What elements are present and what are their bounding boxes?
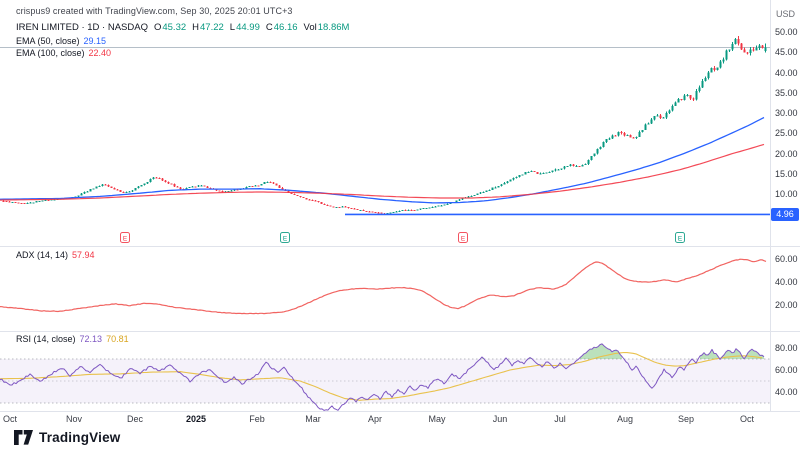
time-axis-label: 2025 [185, 414, 207, 424]
adx-legend: ADX (14, 14) 57.94 [16, 250, 95, 260]
symbol-title: IREN LIMITED · 1D · NASDAQ [16, 22, 148, 33]
ohlc-label: H [192, 22, 200, 33]
svg-text:E: E [678, 235, 683, 242]
ohlc-label: Vol [303, 22, 317, 33]
svg-text:E: E [461, 235, 466, 242]
tradingview-logo[interactable]: TradingView [14, 430, 120, 445]
ohlc-value: 18.86M [317, 22, 350, 33]
svg-text:E: E [123, 235, 128, 242]
chart-legend: crispus9 created with TradingView.com, S… [16, 6, 349, 58]
adx-value: 57.94 [72, 250, 95, 260]
ema100-value: 22.40 [88, 48, 112, 58]
ema50-legend: EMA (50, close) 29.15 [16, 36, 349, 46]
ohlc-value: 46.16 [273, 22, 298, 33]
time-axis-label: May [428, 414, 446, 424]
ohlc-value: 44.99 [236, 22, 260, 33]
time-axis-label: Feb [249, 414, 265, 424]
time-axis-label: Dec [126, 414, 144, 424]
time-axis-label: Jul [554, 414, 566, 424]
adx-label: ADX (14, 14) [16, 250, 69, 260]
price-tick-label: 35.00 [775, 87, 798, 98]
time-axis-label: Mar [305, 414, 321, 424]
ohlc-value: 47.22 [200, 22, 224, 33]
rsi-ma-value: 70.81 [106, 334, 129, 344]
price-tick-label: 40.00 [775, 67, 798, 78]
adx-tick-label: 20.00 [775, 300, 798, 310]
ohlc-label: O [153, 22, 162, 33]
ema50-label: EMA (50, close) [16, 35, 80, 46]
ema50-value: 29.15 [83, 35, 107, 46]
price-line-badge: 4.96 [771, 207, 799, 221]
price-tick-label: 30.00 [775, 108, 798, 118]
ohlc-value: 45.32 [162, 22, 187, 33]
svg-text:E: E [283, 235, 288, 242]
adx-tick-label: 60.00 [775, 254, 798, 264]
price-tick-label: 25.00 [775, 128, 798, 139]
price-tick-label: 20.00 [775, 148, 798, 159]
rsi-value: 72.13 [79, 334, 103, 344]
ema100-label: EMA (100, close) [16, 48, 85, 58]
price-tick-label: 45.00 [775, 47, 798, 58]
time-axis-label: Apr [367, 414, 383, 424]
adx-tick-label: 40.00 [775, 277, 798, 287]
time-axis-label: Jun [492, 414, 508, 424]
rsi-legend: RSI (14, close) 72.13 70.81 [16, 334, 129, 344]
time-axis-label: Aug [616, 414, 634, 424]
tradingview-logo-text: TradingView [39, 430, 121, 445]
price-tick-label: 50.00 [775, 27, 798, 37]
price-tick-label: 15.00 [775, 168, 798, 179]
rsi-tick-label: 60.00 [775, 365, 798, 375]
rsi-tick-label: 40.00 [775, 387, 798, 397]
rsi-tick-label: 80.00 [775, 343, 798, 353]
rsi-label: RSI (14, close) [16, 334, 76, 344]
time-axis-label: Nov [65, 414, 83, 424]
ema100-legend: EMA (100, close) 22.40 [16, 48, 349, 58]
price-tick-label: 10.00 [775, 189, 798, 199]
ohlc-label: L [229, 22, 236, 33]
time-axis-label: Oct [739, 414, 755, 424]
time-axis-label: Sep [677, 414, 695, 424]
tradingview-logo-icon [14, 430, 33, 445]
ohlc-label: C [265, 22, 273, 33]
symbol-legend: IREN LIMITED · 1D · NASDAQ O45.32 H47.22 L4… [16, 22, 349, 33]
time-axis-label: Oct [2, 414, 18, 424]
currency-label: USD [776, 9, 796, 19]
attribution-text: crispus9 created with TradingView.com, S… [16, 6, 293, 16]
